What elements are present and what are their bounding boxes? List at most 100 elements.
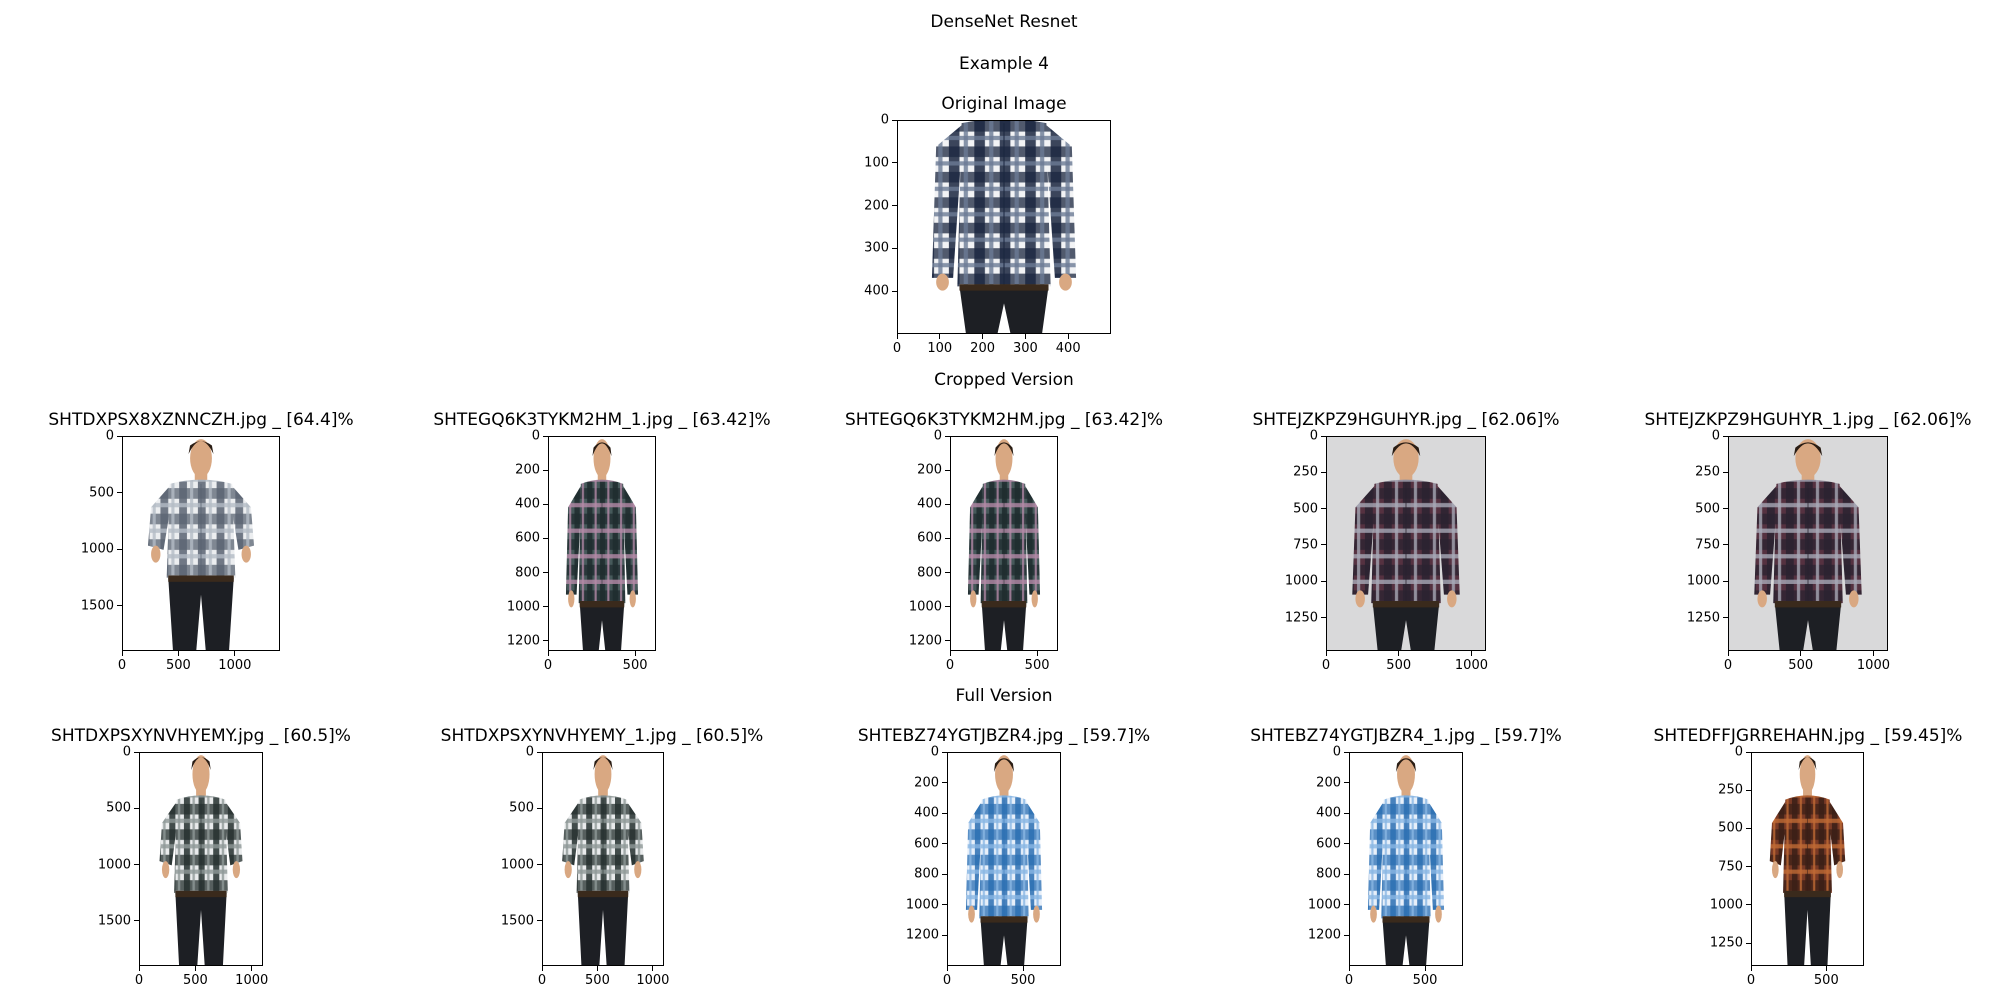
- y-tick-mark: [1344, 751, 1349, 753]
- y-tick-mark: [537, 807, 542, 809]
- x-tick-label: 500: [1010, 973, 1036, 988]
- shirt-photo: [1729, 437, 1887, 650]
- y-tick-mark: [1344, 934, 1349, 936]
- y-tick-label: 1500: [500, 913, 534, 929]
- x-tick-label: 1000: [235, 973, 269, 988]
- y-tick-label: 1250: [1686, 610, 1720, 626]
- y-tick-label: 1000: [97, 857, 131, 873]
- y-tick-label: 750: [1718, 859, 1743, 875]
- shirt-photo: [549, 437, 655, 650]
- original-image-axes: [897, 120, 1111, 334]
- result-image-axes: [122, 436, 280, 651]
- shirt-photo: [898, 121, 1110, 333]
- subplot-title: SHTEGQ6K3TYKM2HM.jpg _ [63.42]%: [845, 410, 1163, 430]
- y-tick-mark: [1723, 508, 1728, 510]
- x-tick-label: 200: [970, 341, 996, 356]
- shirt-photo: [948, 753, 1060, 965]
- y-tick-label: 1250: [1284, 610, 1318, 626]
- x-tick-mark: [1325, 651, 1327, 656]
- y-tick-label: 800: [917, 565, 942, 580]
- y-tick-label: 0: [1711, 428, 1720, 444]
- x-tick-mark: [949, 651, 951, 656]
- y-tick-mark: [117, 492, 122, 494]
- y-tick-mark: [1321, 544, 1326, 546]
- x-tick-label: 500: [182, 973, 208, 988]
- y-tick-mark: [1746, 866, 1751, 868]
- y-tick-mark: [134, 864, 139, 866]
- y-tick-label: 500: [1293, 501, 1318, 517]
- y-tick-label: 500: [89, 485, 114, 501]
- y-tick-mark: [1723, 544, 1728, 546]
- x-tick-label: 1000: [218, 658, 252, 673]
- y-tick-label: 200: [1316, 775, 1341, 791]
- y-tick-mark: [1746, 789, 1751, 791]
- y-tick-mark: [942, 782, 947, 784]
- y-tick-label: 0: [531, 428, 540, 444]
- result-image-axes: [548, 436, 656, 651]
- y-tick-mark: [117, 605, 122, 607]
- y-tick-mark: [1321, 617, 1326, 619]
- subplot-title: SHTEBZ74YGTJBZR4.jpg _ [59.7]%: [857, 726, 1151, 746]
- y-tick-mark: [1344, 782, 1349, 784]
- y-tick-label: 250: [1695, 464, 1720, 480]
- y-tick-label: 1250: [1709, 935, 1743, 951]
- shirt-photo: [1350, 753, 1462, 965]
- y-tick-mark: [942, 873, 947, 875]
- y-tick-mark: [892, 290, 897, 292]
- shirt-photo: [951, 437, 1057, 650]
- y-tick-label: 600: [515, 530, 540, 546]
- y-tick-label: 300: [864, 240, 889, 256]
- x-tick-label: 0: [1344, 973, 1354, 988]
- x-tick-mark: [596, 966, 598, 971]
- x-tick-mark: [1470, 651, 1472, 656]
- y-tick-mark: [134, 751, 139, 753]
- subplot-title: SHTEJZKPZ9HGUHYR.jpg _ [62.06]%: [1252, 410, 1560, 430]
- x-tick-label: 500: [622, 658, 648, 673]
- y-tick-label: 1500: [97, 913, 131, 929]
- y-tick-label: 1000: [80, 541, 114, 557]
- y-tick-label: 600: [1316, 836, 1341, 852]
- x-tick-label: 0: [117, 658, 127, 673]
- x-tick-label: 400: [1055, 341, 1081, 356]
- y-tick-mark: [543, 606, 548, 608]
- y-tick-mark: [134, 920, 139, 922]
- x-tick-mark: [234, 651, 236, 656]
- x-tick-mark: [1800, 651, 1802, 656]
- x-tick-mark: [1024, 334, 1026, 339]
- result-image-axes: [1751, 752, 1864, 966]
- y-tick-label: 400: [864, 283, 889, 299]
- y-tick-label: 1000: [908, 599, 942, 615]
- y-tick-label: 1200: [908, 633, 942, 649]
- y-tick-label: 1000: [500, 857, 534, 873]
- y-tick-label: 1200: [1307, 927, 1341, 943]
- y-tick-label: 500: [509, 800, 534, 816]
- x-tick-label: 1000: [1454, 658, 1488, 673]
- y-tick-mark: [537, 920, 542, 922]
- result-image-axes: [950, 436, 1058, 651]
- shirt-photo: [543, 753, 663, 965]
- y-tick-label: 500: [1695, 501, 1720, 517]
- y-tick-mark: [1321, 435, 1326, 437]
- y-tick-label: 0: [105, 428, 114, 444]
- y-tick-label: 1000: [905, 897, 939, 913]
- y-tick-label: 1200: [506, 633, 540, 649]
- x-tick-label: 0: [537, 973, 547, 988]
- x-tick-mark: [1036, 651, 1038, 656]
- result-image-axes: [1728, 436, 1888, 651]
- y-tick-label: 0: [880, 112, 889, 128]
- x-tick-mark: [982, 334, 984, 339]
- section-label-full: Full Version: [955, 686, 1053, 706]
- y-tick-label: 0: [1734, 744, 1743, 760]
- x-tick-mark: [547, 651, 549, 656]
- x-tick-label: 500: [1412, 973, 1438, 988]
- result-image-axes: [139, 752, 263, 966]
- y-tick-mark: [1723, 580, 1728, 582]
- shirt-photo: [140, 753, 262, 965]
- result-image-axes: [1349, 752, 1463, 966]
- x-tick-label: 500: [1813, 973, 1839, 988]
- figure-title: DenseNet Resnet: [930, 12, 1078, 32]
- y-tick-mark: [892, 119, 897, 121]
- y-tick-label: 0: [930, 744, 939, 760]
- x-tick-mark: [1067, 334, 1069, 339]
- y-tick-mark: [117, 435, 122, 437]
